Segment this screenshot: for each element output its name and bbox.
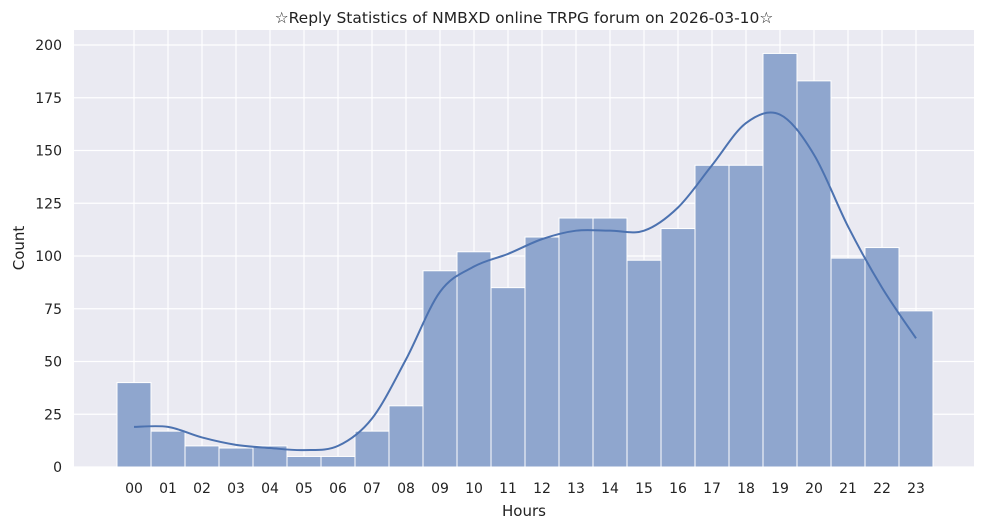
y-tick-label: 200 — [35, 38, 62, 54]
kde-curve — [133, 111, 917, 452]
bar-hour-07 — [354, 430, 390, 468]
x-tick-label: 15 — [635, 481, 653, 497]
y-tick-label: 100 — [35, 249, 62, 265]
x-tick-label: 17 — [703, 481, 721, 497]
y-tick-label: 50 — [44, 355, 62, 371]
x-tick-label: 06 — [329, 481, 347, 497]
x-tick-label: 21 — [839, 481, 857, 497]
x-tick-label: 09 — [431, 481, 449, 497]
bar-hour-12 — [524, 236, 560, 468]
bar-hour-21 — [830, 257, 866, 468]
chart-title: ☆Reply Statistics of NMBXD online TRPG f… — [275, 9, 774, 27]
x-tick-label: 07 — [363, 481, 381, 497]
bar-hour-18 — [728, 164, 764, 468]
x-tick-label: 00 — [125, 481, 143, 497]
x-tick-label: 13 — [567, 481, 585, 497]
x-tick-label: 03 — [227, 481, 245, 497]
x-tick-label: 20 — [805, 481, 823, 497]
x-tick-label: 22 — [873, 481, 891, 497]
x-axis-label: Hours — [502, 502, 546, 520]
x-tick-labels: 00 01 02 03 04 05 06 07 08 09 10 11 12 13 14 15 16 17 18 19… — [125, 481, 925, 497]
bar-hour-08 — [388, 405, 424, 468]
bar-hour-02 — [184, 445, 220, 468]
x-tick-label: 14 — [601, 481, 619, 497]
bar-hour-11 — [490, 287, 526, 468]
y-tick-label: 0 — [53, 460, 62, 476]
x-tick-label: 05 — [295, 481, 313, 497]
x-tick-label: 11 — [499, 481, 517, 497]
x-tick-label: 04 — [261, 481, 279, 497]
x-tick-label: 23 — [907, 481, 925, 497]
x-tick-label: 01 — [159, 481, 177, 497]
x-tick-label: 10 — [465, 481, 483, 497]
bar-hour-19 — [762, 52, 798, 468]
bar-hour-01 — [150, 430, 186, 468]
bar-hour-15 — [626, 259, 662, 468]
x-tick-label: 16 — [669, 481, 687, 497]
x-tick-label: 12 — [533, 481, 551, 497]
bar-hour-09 — [422, 270, 458, 468]
bar-hour-10 — [456, 251, 492, 468]
bar-hour-13 — [558, 217, 594, 468]
bars — [116, 52, 934, 468]
bar-hour-06 — [320, 455, 356, 468]
y-tick-labels: 0 25 50 75 100 125 150 175 200 — [35, 38, 62, 476]
x-tick-label: 19 — [771, 481, 789, 497]
x-tick-label: 18 — [737, 481, 755, 497]
bar-hour-03 — [218, 447, 254, 468]
bar-hour-22 — [864, 247, 900, 468]
bar-hour-00 — [116, 382, 152, 468]
y-tick-label: 75 — [44, 302, 62, 318]
x-tick-label: 02 — [193, 481, 211, 497]
y-tick-label: 175 — [35, 91, 62, 107]
y-tick-label: 125 — [35, 196, 62, 212]
y-axis-label: Count — [10, 226, 28, 271]
x-tick-label: 08 — [397, 481, 415, 497]
bar-hour-17 — [694, 164, 730, 468]
bar-hour-14 — [592, 217, 628, 468]
bar-hour-05 — [286, 455, 322, 468]
y-tick-label: 150 — [35, 144, 62, 160]
y-tick-label: 25 — [44, 407, 62, 423]
bar-hour-16 — [660, 228, 696, 468]
bar-hour-23 — [898, 310, 934, 468]
bar-hour-20 — [796, 80, 832, 468]
